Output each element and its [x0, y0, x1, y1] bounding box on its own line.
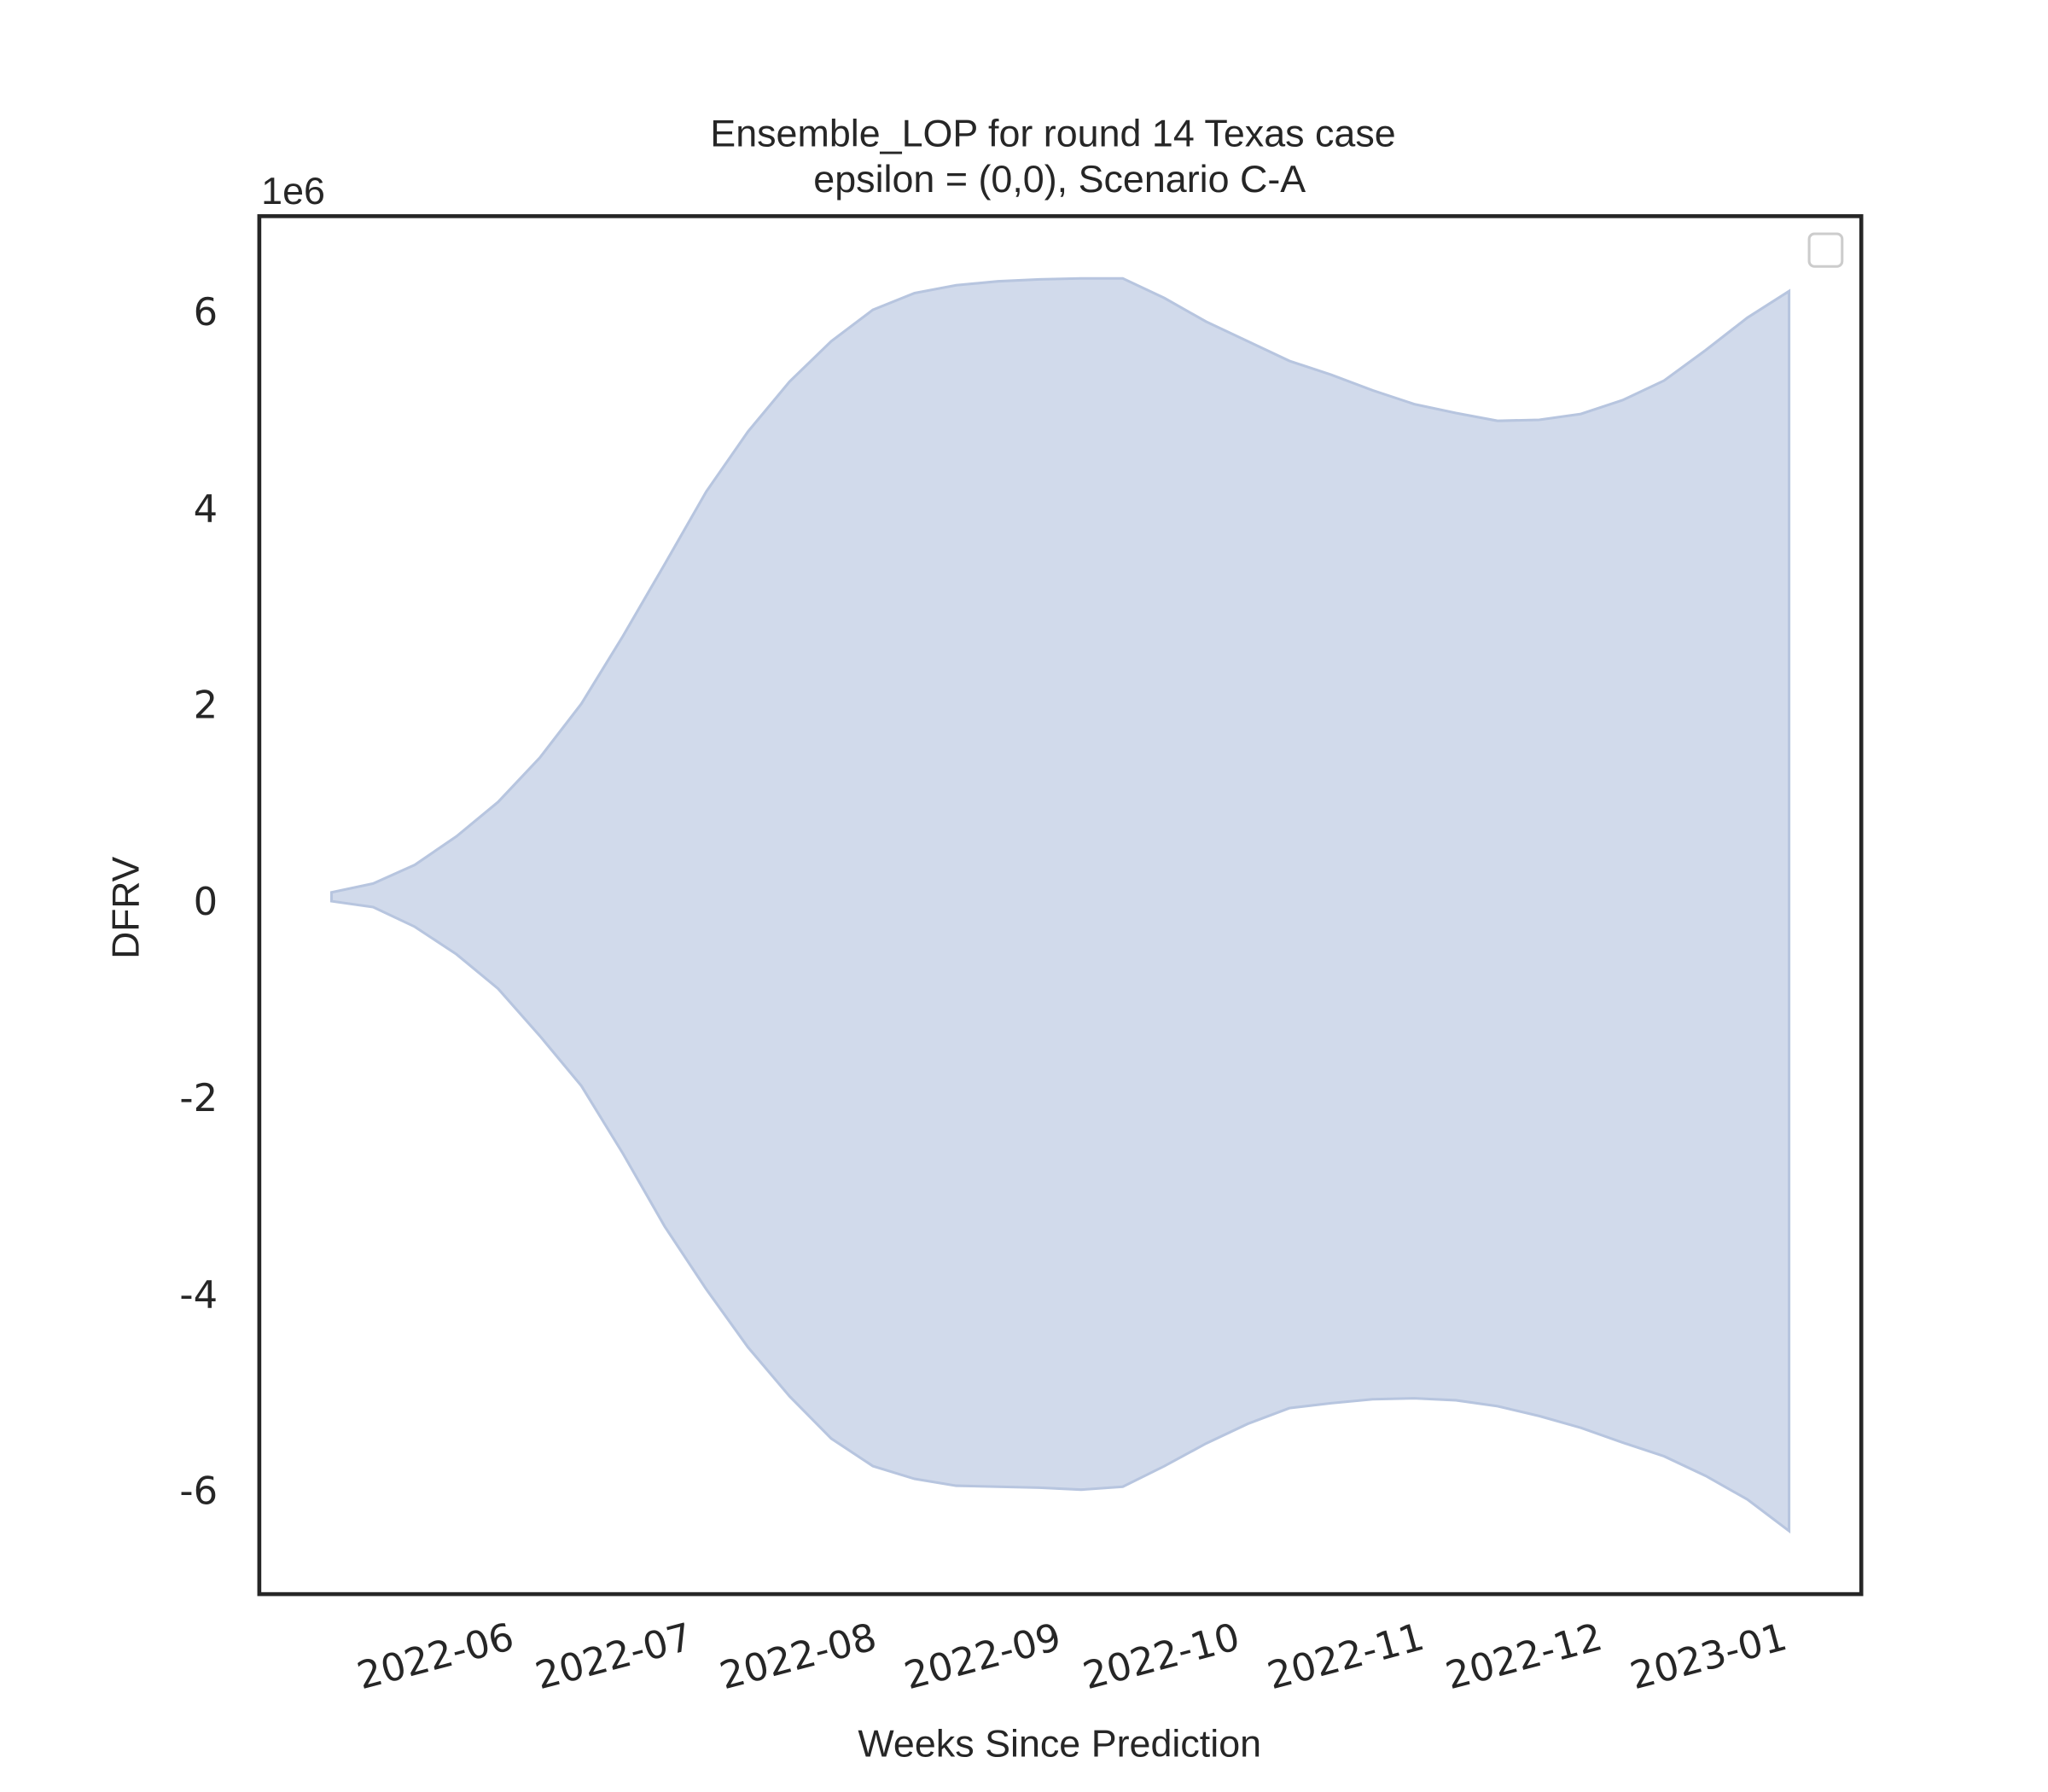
- y-tick-label: -4: [179, 1272, 218, 1317]
- legend-box: [1807, 232, 1844, 268]
- x-axis-label: Weeks Since Prediction: [858, 1724, 1261, 1766]
- plot-area: [329, 276, 1791, 1534]
- y-tick-label: 4: [194, 487, 218, 532]
- chart-subtitle: epsilon = (0,0), Scenario C-A: [813, 159, 1306, 201]
- y-tick-label: -6: [179, 1469, 218, 1514]
- y-tick-label: 2: [194, 684, 218, 728]
- y-axis-label: DFRV: [105, 857, 147, 959]
- area-band: [329, 276, 1791, 1534]
- axes-frame: [257, 214, 1864, 1597]
- y-tick-label: 0: [194, 880, 218, 924]
- y-tick-label: 6: [194, 290, 218, 335]
- y-tick-label: -2: [179, 1076, 218, 1120]
- chart-title: Ensemble_LOP for round 14 Texas case: [710, 113, 1395, 155]
- y-offset-label: 1e6: [261, 171, 325, 212]
